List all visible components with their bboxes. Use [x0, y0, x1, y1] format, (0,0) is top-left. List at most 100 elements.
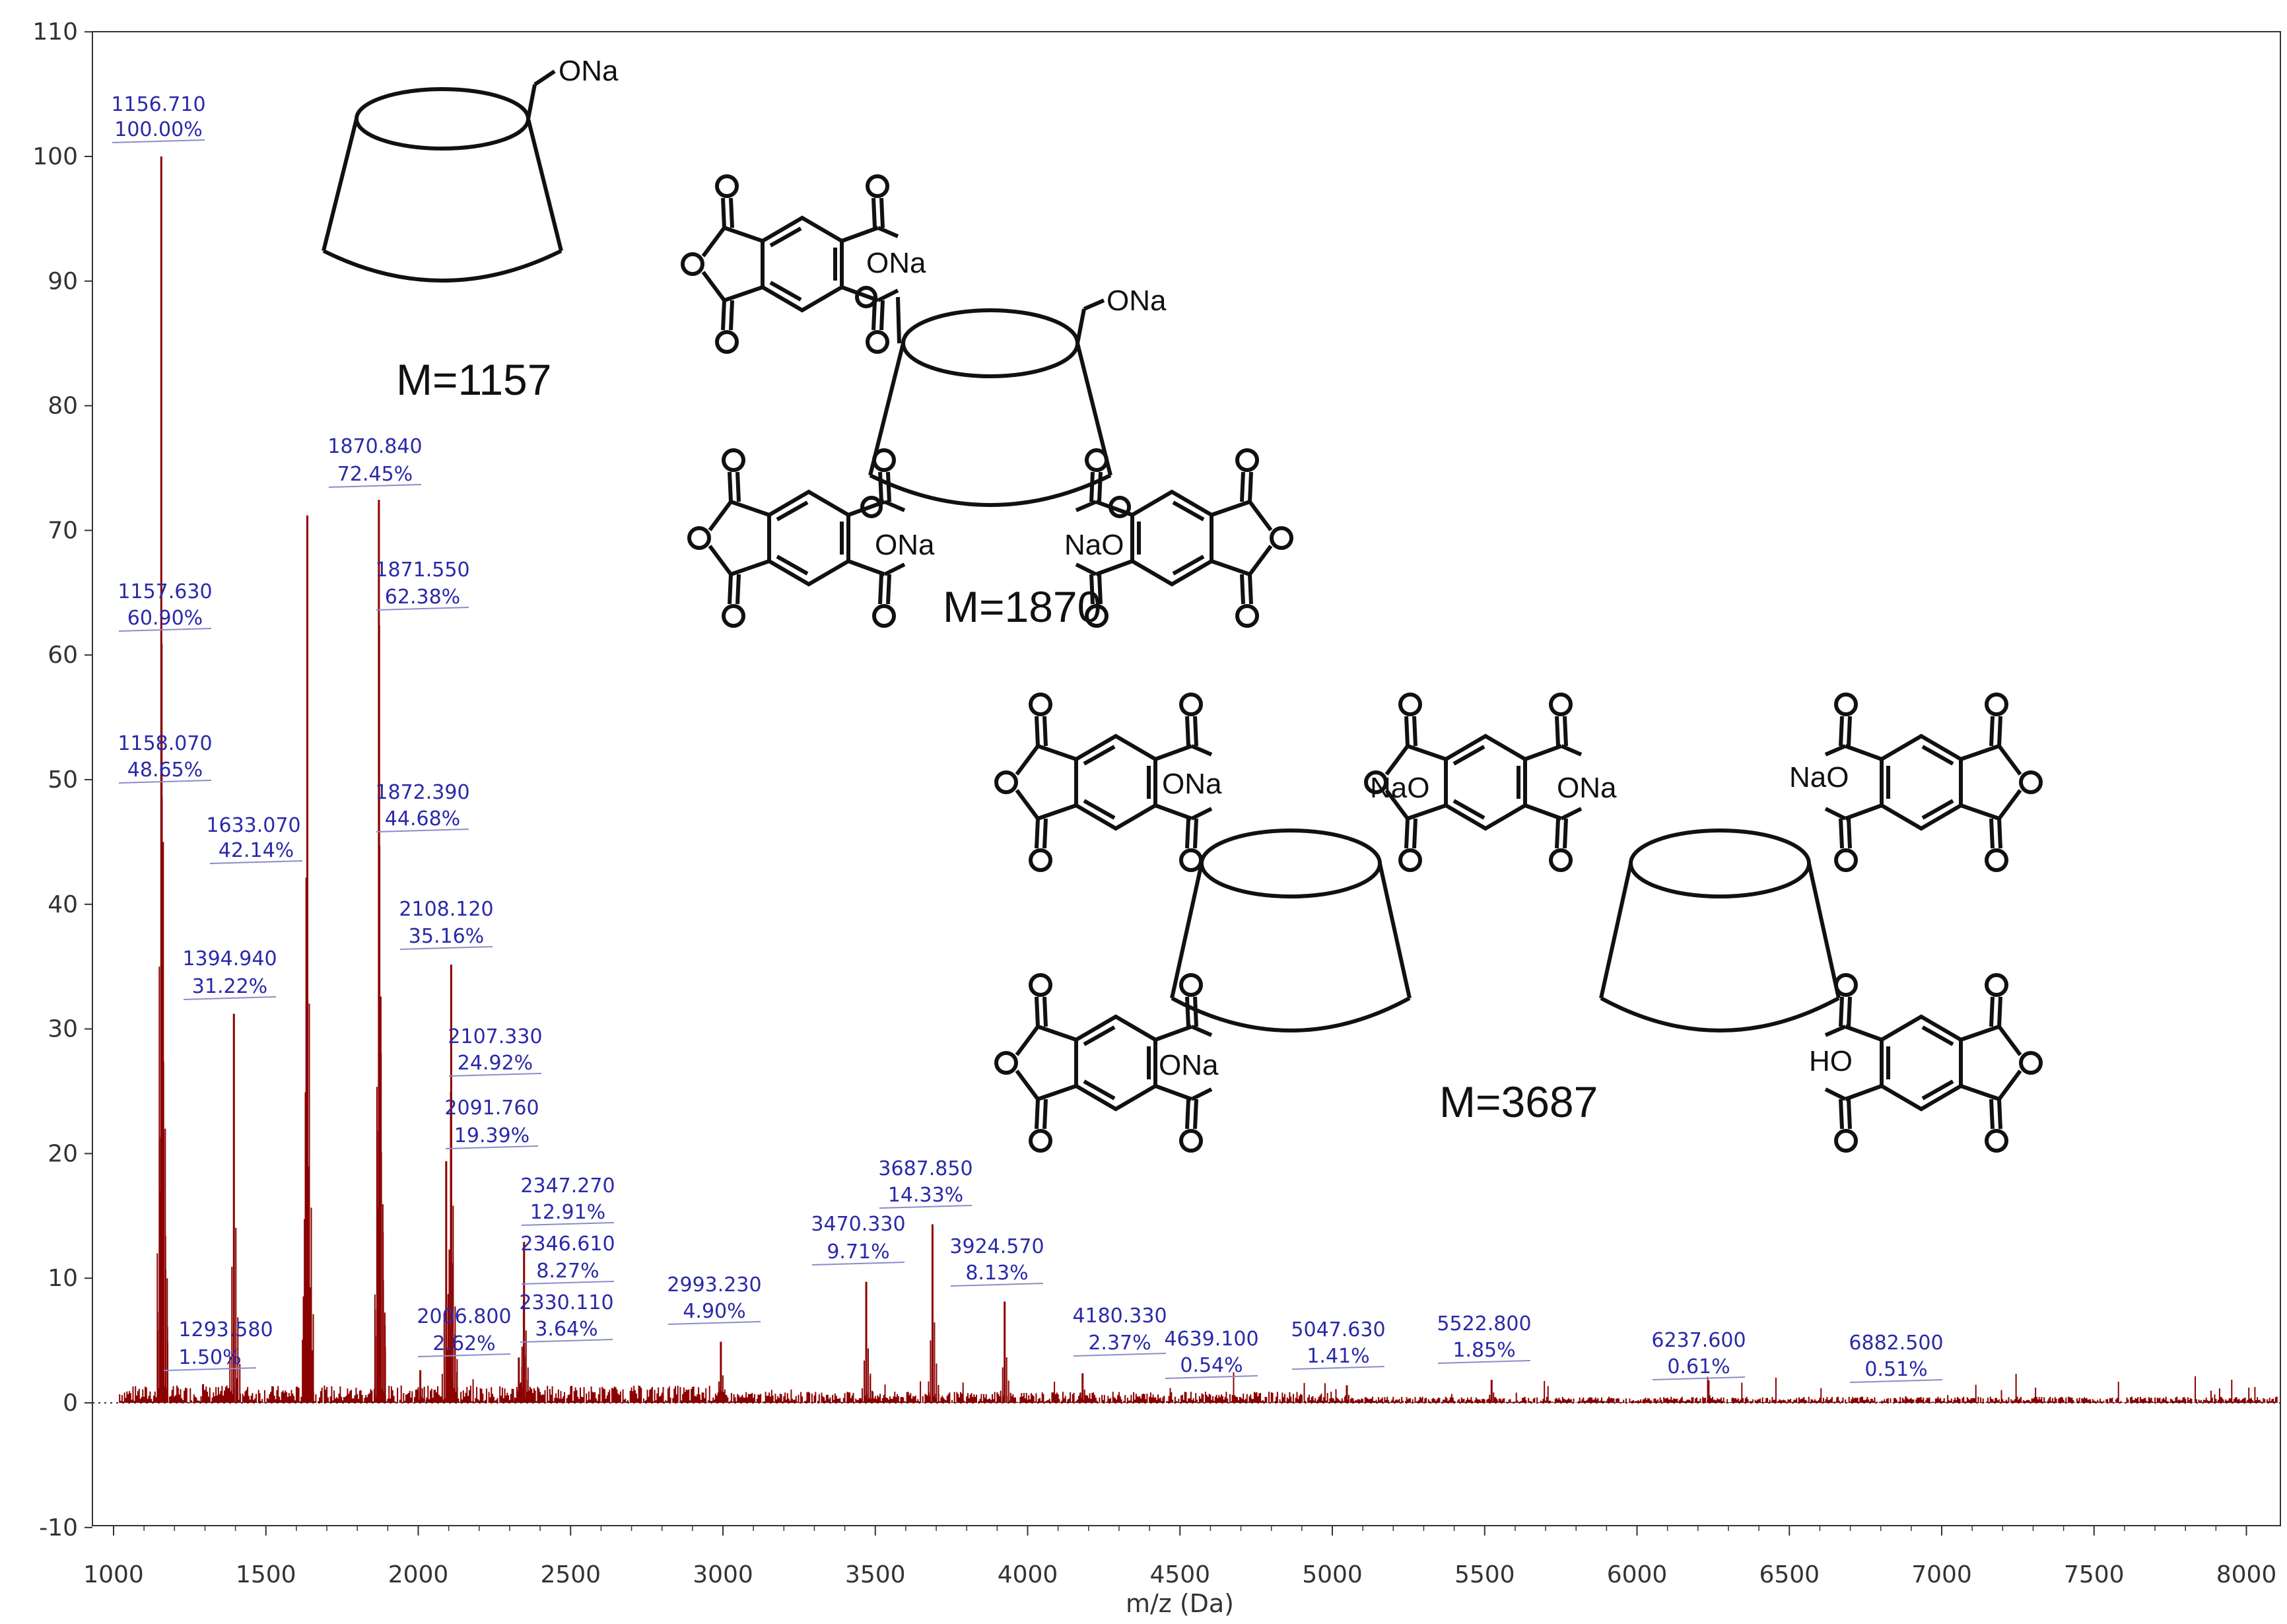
peak-mz-label: 5522.800: [1437, 1312, 1531, 1336]
peak-pct-label: 42.14%: [219, 839, 294, 862]
x-tick-label: 2500: [540, 1561, 601, 1588]
peak-pct-label: 14.33%: [888, 1184, 963, 1207]
x-tick-label: 5500: [1454, 1561, 1515, 1588]
label-leader-line: [520, 1339, 613, 1343]
group-nao-a: NaO: [1370, 772, 1429, 804]
group-ho: HO: [1809, 1045, 1853, 1077]
mass-label-3687: M=3687: [1439, 1077, 1598, 1126]
peak-mz-label: 2091.760: [444, 1097, 539, 1120]
label-leader-line: [1849, 1379, 1943, 1383]
label-leader-line: [879, 1205, 973, 1209]
peak-pct-label: 1.85%: [1452, 1339, 1515, 1362]
label-leader-line: [163, 1367, 257, 1371]
peak-pct-label: 31.22%: [192, 975, 267, 998]
peak-mz-label: 6882.500: [1849, 1332, 1943, 1355]
y-tick-label: 100: [32, 143, 78, 170]
x-tick-label: 6500: [1759, 1561, 1820, 1588]
label-leader-line: [811, 1262, 905, 1266]
y-tick-label: 110: [32, 18, 78, 46]
label-leader-line: [521, 1222, 615, 1226]
group-nao: NaO: [1064, 529, 1124, 561]
peak-pct-label: 2.62%: [432, 1332, 495, 1355]
y-tick-label: 80: [48, 393, 78, 420]
label-leader-line: [209, 860, 303, 864]
label-leader-line: [445, 1145, 539, 1149]
group-nao-b: NaO: [1789, 761, 1849, 794]
peak-mz-label: 3687.850: [878, 1157, 973, 1180]
peak-pct-label: 62.38%: [385, 586, 460, 609]
x-tick-label: 4000: [998, 1561, 1058, 1588]
x-axis: 1000 1500 2000 2500 3000 3500 4000 4500 5000 5500…: [83, 1526, 2276, 1588]
peak-mz-label: 1293.580: [178, 1318, 273, 1341]
x-tick-label: 3000: [693, 1561, 753, 1588]
label-leader-line: [667, 1321, 761, 1325]
y-tick-label: 20: [48, 1140, 78, 1167]
label-leader-line: [1652, 1376, 1746, 1380]
label-leader-line: [183, 996, 277, 1000]
peak-pct-label: 44.68%: [385, 807, 460, 830]
peak-pct-label: 0.61%: [1667, 1355, 1730, 1378]
label-leader-line: [112, 139, 205, 143]
group-ona-b: ONa: [1557, 772, 1617, 804]
label-leader-line: [417, 1353, 511, 1357]
label-leaders: [112, 139, 1943, 1383]
y-tick-label: 0: [63, 1390, 78, 1417]
label-leader-line: [950, 1283, 1044, 1287]
peak-mz-label: 1870.840: [327, 435, 422, 458]
peak-mz-label: 2330.110: [519, 1291, 613, 1314]
peak-pct-label: 1.41%: [1307, 1345, 1369, 1368]
group-ona-1: ONa: [866, 247, 926, 279]
label-leader-line: [1165, 1375, 1258, 1379]
peak-pct-label: 3.64%: [535, 1318, 597, 1341]
x-tick-label: 7000: [1911, 1561, 1972, 1588]
y-tick-label: 60: [48, 642, 78, 669]
peak-mz-label: 2107.330: [448, 1025, 542, 1048]
peak-pct-label: 72.45%: [337, 463, 413, 486]
y-tick-label: 10: [48, 1265, 78, 1292]
peak-pct-label: 8.27%: [536, 1260, 599, 1283]
x-axis-title: m/z (Da): [1126, 1589, 1234, 1618]
peak-mz-label: 1157.630: [118, 580, 212, 603]
peak-pct-label: 2.37%: [1088, 1332, 1151, 1355]
peak-mz-label: 1394.940: [182, 947, 277, 970]
label-leader-line: [448, 1073, 542, 1077]
peak-pct-label: 12.91%: [530, 1201, 605, 1224]
structure-cd-monomer: ONa M=1157: [322, 55, 619, 404]
label-leader-line: [118, 780, 212, 784]
peak-pct-label: 60.90%: [127, 607, 203, 630]
peak-mz-label: 3924.570: [949, 1235, 1044, 1258]
peak-mz-label: 5047.630: [1291, 1318, 1385, 1341]
group-ona: ONa: [559, 55, 619, 87]
y-axis: -10 0 10 20 30 40 50 60 70 80 90 100 110: [32, 18, 92, 1541]
peak-pct-label: 48.65%: [127, 759, 203, 782]
x-tick-label: 4500: [1149, 1561, 1210, 1588]
plot-frame: [92, 31, 2281, 1526]
peak-pct-label: 8.13%: [965, 1262, 1028, 1285]
peak-mz-label: 2347.270: [520, 1174, 615, 1198]
peak-mz-label: 2108.120: [399, 898, 493, 921]
group-ona-2: ONa: [875, 529, 935, 561]
peak-pct-label: 0.51%: [1864, 1358, 1927, 1381]
y-tick-label: 90: [48, 268, 78, 295]
label-leader-line: [521, 1281, 615, 1285]
group-ona-top: ONa: [1107, 285, 1167, 317]
label-leader-line: [1073, 1353, 1167, 1357]
label-leader-line: [399, 946, 493, 950]
y-tick-label: 50: [48, 766, 78, 794]
x-tick-label: 5000: [1302, 1561, 1363, 1588]
peak-pct-label: 35.16%: [409, 925, 484, 948]
y-tick-label: 30: [48, 1016, 78, 1043]
peak-mz-label: 1633.070: [206, 814, 300, 837]
x-tick-label: 1000: [83, 1561, 144, 1588]
peak-pct-label: 9.71%: [827, 1240, 889, 1264]
y-tick-label: -10: [39, 1514, 78, 1541]
peak-pct-label: 4.90%: [683, 1300, 745, 1323]
group-ona-a: ONa: [1162, 768, 1222, 800]
x-tick-label: 8000: [2216, 1561, 2277, 1588]
y-tick-label: 70: [48, 517, 78, 544]
peak-mz-label: 1158.070: [118, 732, 212, 755]
peak-pct-label: 100.00%: [114, 118, 202, 141]
x-tick-label: 7500: [2064, 1561, 2125, 1588]
